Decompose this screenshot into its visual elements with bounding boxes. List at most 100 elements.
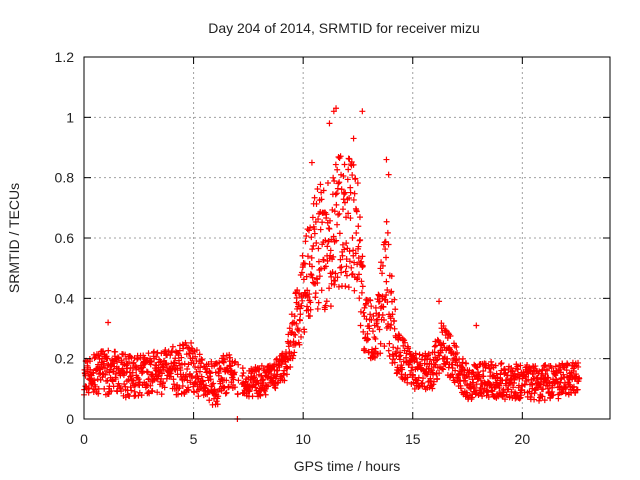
data-point [131, 388, 138, 395]
data-point [327, 252, 334, 259]
data-point [378, 259, 385, 266]
data-point [294, 287, 301, 294]
data-point [479, 393, 486, 400]
data-point [335, 180, 342, 187]
data-point [86, 385, 93, 392]
data-point [299, 252, 306, 259]
data-point [184, 365, 191, 372]
data-point [407, 357, 414, 364]
data-point [354, 261, 361, 268]
data-point [358, 278, 365, 285]
data-point [570, 367, 577, 374]
data-point [175, 385, 182, 392]
data-point [397, 352, 404, 359]
data-point [430, 371, 437, 378]
data-point [345, 284, 352, 291]
data-point [394, 345, 401, 352]
data-point [181, 360, 188, 367]
y-tick-label: 0.2 [55, 351, 75, 367]
data-point [359, 264, 366, 271]
data-point [440, 366, 447, 373]
data-point [384, 286, 391, 293]
data-point [379, 262, 386, 269]
data-point [463, 389, 470, 396]
chart-title: Day 204 of 2014, SRMTID for receiver miz… [208, 20, 480, 36]
data-point [562, 390, 569, 397]
data-point [213, 398, 220, 405]
data-point [333, 105, 340, 112]
data-point [427, 356, 434, 363]
data-point [223, 377, 230, 384]
data-point [368, 303, 375, 310]
data-point [347, 189, 354, 196]
data-point [343, 272, 350, 279]
data-point [130, 377, 137, 384]
data-point [176, 347, 183, 354]
data-point [308, 272, 315, 279]
data-point [453, 343, 460, 350]
data-point [539, 393, 546, 400]
data-point [159, 363, 166, 370]
data-point [385, 171, 392, 178]
data-point [196, 351, 203, 358]
data-point [498, 367, 505, 374]
data-point [283, 371, 290, 378]
x-tick-labels: 0 5 10 15 20 [80, 431, 530, 447]
data-point [333, 201, 340, 208]
data-point [542, 370, 549, 377]
data-point [451, 379, 458, 386]
data-point [319, 219, 326, 226]
data-point [293, 320, 300, 327]
data-point [510, 384, 517, 391]
data-point [372, 345, 379, 352]
data-point [356, 214, 363, 221]
data-point [169, 347, 176, 354]
data-point [563, 384, 570, 391]
data-point [454, 349, 461, 356]
data-point [445, 345, 452, 352]
x-axis-label: GPS time / hours [294, 458, 401, 474]
data-point [191, 389, 198, 396]
data-point [345, 210, 352, 217]
data-point [274, 367, 281, 374]
data-point [251, 372, 258, 379]
data-point [344, 176, 351, 183]
data-point [352, 250, 359, 257]
data-point [501, 396, 508, 403]
data-point [313, 239, 320, 246]
data-point [364, 330, 371, 337]
data-point [226, 354, 233, 361]
data-point [339, 206, 346, 213]
data-point [187, 379, 194, 386]
data-point [353, 208, 360, 215]
data-point [436, 298, 443, 305]
data-point [306, 291, 313, 298]
data-point [349, 271, 356, 278]
data-point [191, 363, 198, 370]
data-point [399, 366, 406, 373]
data-point [366, 325, 373, 332]
data-point [360, 328, 367, 335]
data-point [279, 350, 286, 357]
data-point [332, 191, 339, 198]
data-point [297, 305, 304, 312]
data-point [311, 230, 318, 237]
data-point [331, 281, 338, 288]
data-point [234, 391, 241, 398]
data-point [292, 331, 299, 338]
data-point [323, 211, 330, 218]
data-point [139, 364, 146, 371]
data-point [476, 371, 483, 378]
data-point [343, 214, 350, 221]
data-point [158, 391, 165, 398]
data-point [351, 287, 358, 294]
data-point [155, 372, 162, 379]
data-point [272, 385, 279, 392]
data-point [438, 365, 445, 372]
data-point [257, 392, 264, 399]
data-point [261, 388, 268, 395]
data-point [576, 375, 583, 382]
data-point [338, 269, 345, 276]
data-point [326, 217, 333, 224]
data-point [170, 381, 177, 388]
